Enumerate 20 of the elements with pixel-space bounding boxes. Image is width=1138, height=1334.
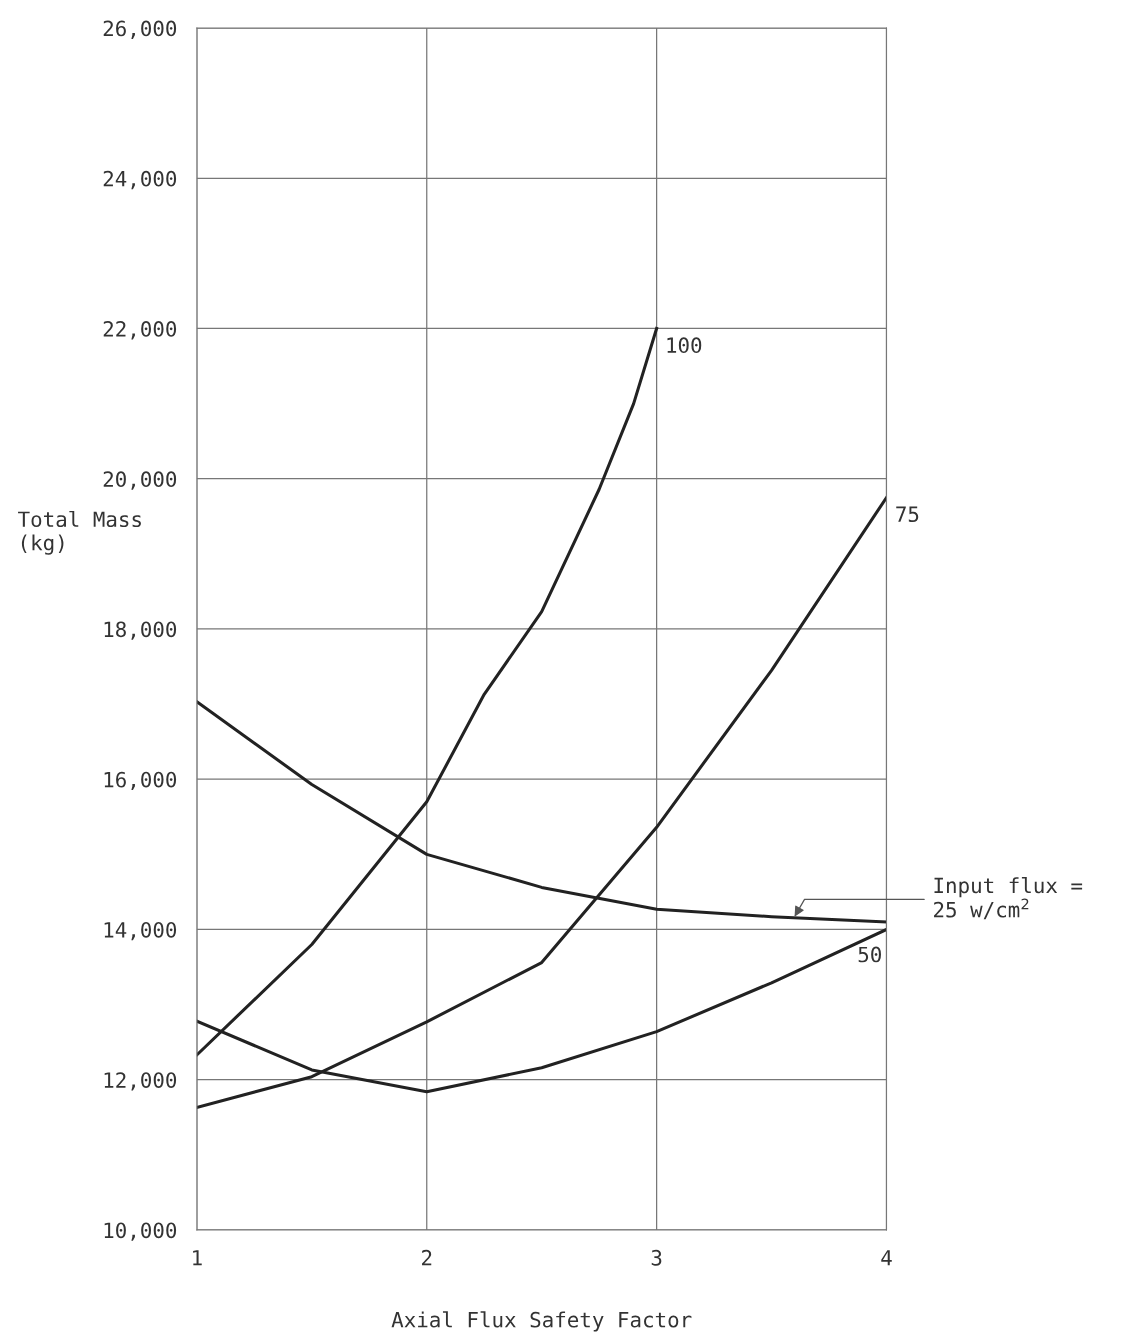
line-series bbox=[196, 495, 887, 1110]
annotation: Input flux = 25 w/cm$^{2}$ bbox=[934, 877, 1083, 920]
y-axis-title: Total Mass (kg) bbox=[18, 510, 141, 555]
y-tick-label: 12,000 bbox=[104, 1072, 177, 1091]
x-tick-label: 1 bbox=[193, 1250, 202, 1266]
annotation: 100 bbox=[667, 337, 702, 354]
y-tick-label: 14,000 bbox=[104, 921, 177, 941]
y-tick-label: 24,000 bbox=[103, 170, 177, 190]
annotation: 75 bbox=[896, 506, 919, 523]
annotation: 50 bbox=[858, 946, 881, 963]
x-tick-label: 2 bbox=[422, 1249, 432, 1266]
y-tick-label: 22,000 bbox=[103, 321, 177, 340]
y-tick-label: 26,000 bbox=[103, 20, 177, 39]
x-tick-label: 4 bbox=[881, 1250, 892, 1266]
y-tick-label: 16,000 bbox=[104, 771, 177, 791]
x-tick-label: 3 bbox=[651, 1249, 662, 1266]
y-tick-label: 20,000 bbox=[103, 471, 177, 490]
x-axis-title: Axial Flux Safety Factor bbox=[391, 1311, 692, 1332]
y-tick-label: 18,000 bbox=[104, 621, 177, 640]
y-tick-label: 10,000 bbox=[104, 1222, 177, 1241]
